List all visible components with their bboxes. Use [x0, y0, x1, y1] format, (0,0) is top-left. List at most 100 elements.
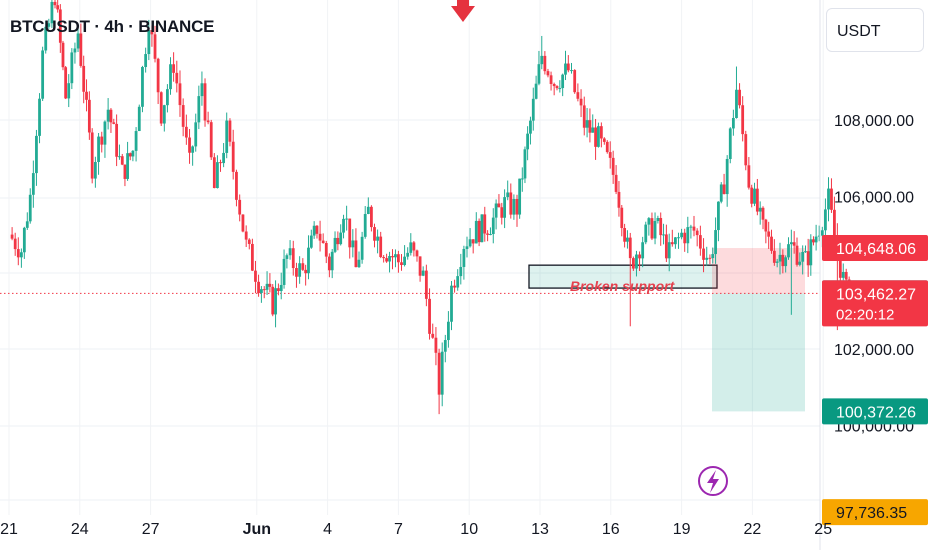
candle-body — [330, 251, 334, 271]
candle-body — [22, 227, 26, 253]
candle-down — [385, 253, 388, 263]
candle-body — [428, 298, 431, 334]
candle-up — [489, 227, 492, 236]
candle-down — [638, 251, 641, 272]
candle-up — [194, 113, 198, 152]
price-label-bg — [822, 398, 928, 425]
top-marker-arrow-icon — [451, 0, 475, 22]
candle-body — [591, 127, 595, 133]
take-profit-zone — [712, 293, 805, 412]
candle-body — [241, 214, 245, 232]
candle-body — [809, 239, 813, 266]
candle-down — [683, 228, 687, 252]
candle-up — [265, 271, 269, 295]
candle-up — [103, 120, 107, 158]
candle-body — [817, 235, 821, 237]
candle-up — [147, 19, 151, 61]
candle-down — [156, 57, 160, 105]
candle-body — [206, 120, 210, 123]
candle-body — [705, 257, 709, 260]
candle-body — [67, 83, 71, 99]
candle-down — [695, 228, 699, 247]
candle-body — [695, 230, 699, 236]
candle-down — [304, 264, 308, 286]
support-zone-box — [528, 264, 718, 289]
candle-up — [787, 237, 790, 260]
candle-body — [47, 23, 51, 27]
candle-body — [635, 254, 638, 269]
candle-body — [373, 227, 376, 241]
candle-body — [342, 218, 345, 233]
candle-body — [348, 218, 352, 248]
candle-up — [106, 98, 110, 130]
candle-down — [10, 227, 14, 241]
candle-down — [579, 89, 583, 118]
candle-up — [809, 234, 813, 276]
candle-body — [474, 220, 478, 244]
candle-up — [784, 255, 788, 273]
candle-body — [159, 92, 163, 124]
candle-down — [605, 140, 609, 154]
candle-body — [169, 64, 172, 90]
candle-up — [523, 146, 527, 184]
candle-body — [531, 98, 535, 121]
candle-down — [628, 232, 632, 327]
candle-body — [203, 83, 207, 121]
candle-body — [418, 256, 422, 276]
candle-body — [79, 33, 83, 66]
candle-down — [379, 231, 383, 259]
candle-body — [585, 120, 589, 128]
candle-up — [93, 156, 97, 188]
candle-down — [623, 223, 627, 248]
candle-up — [653, 212, 657, 245]
candle-body — [518, 178, 522, 215]
candle-body — [465, 246, 469, 249]
candle-body — [212, 157, 216, 189]
candle-up — [345, 205, 349, 231]
candle-up — [468, 228, 472, 248]
candle-body — [28, 194, 32, 222]
candle-body — [309, 235, 313, 248]
candle-down — [271, 284, 275, 317]
candle-up — [719, 182, 723, 204]
candle-body — [197, 96, 201, 123]
x-tick-label: 10 — [460, 521, 478, 538]
candle-down — [582, 96, 586, 136]
candle-body — [775, 261, 779, 263]
candle-body — [830, 188, 833, 210]
candle-down — [235, 169, 238, 207]
candle-down — [400, 254, 403, 271]
candle-body — [644, 224, 648, 243]
candle-body — [403, 256, 406, 266]
candle-down — [219, 159, 222, 172]
candle-up — [216, 155, 219, 189]
candle-body — [285, 255, 289, 259]
currency-unit-button[interactable]: USDT — [826, 8, 924, 52]
candle-up — [288, 240, 292, 260]
candle-up — [789, 229, 793, 315]
candle-down — [702, 238, 705, 273]
candle-body — [708, 257, 712, 259]
candle-body — [307, 247, 310, 274]
candle-down — [631, 256, 635, 271]
candle-body — [351, 240, 355, 248]
price-label-text: 100,372.26 — [836, 404, 916, 421]
candle-body — [150, 30, 154, 35]
candle-up — [827, 177, 830, 222]
candle-body — [824, 209, 827, 231]
candle-body — [282, 258, 286, 285]
candle-body — [480, 214, 484, 243]
candle-down — [90, 128, 94, 184]
candle-down — [424, 264, 428, 307]
candle-body — [543, 55, 547, 72]
candle-down — [391, 249, 394, 270]
candle-down — [79, 23, 83, 68]
candle-down — [123, 164, 127, 187]
candle-body — [767, 231, 771, 237]
candle-up — [641, 236, 645, 268]
candle-body — [552, 84, 556, 87]
candle-down — [620, 205, 624, 237]
candle-down — [257, 274, 260, 297]
candle-body — [798, 261, 802, 265]
